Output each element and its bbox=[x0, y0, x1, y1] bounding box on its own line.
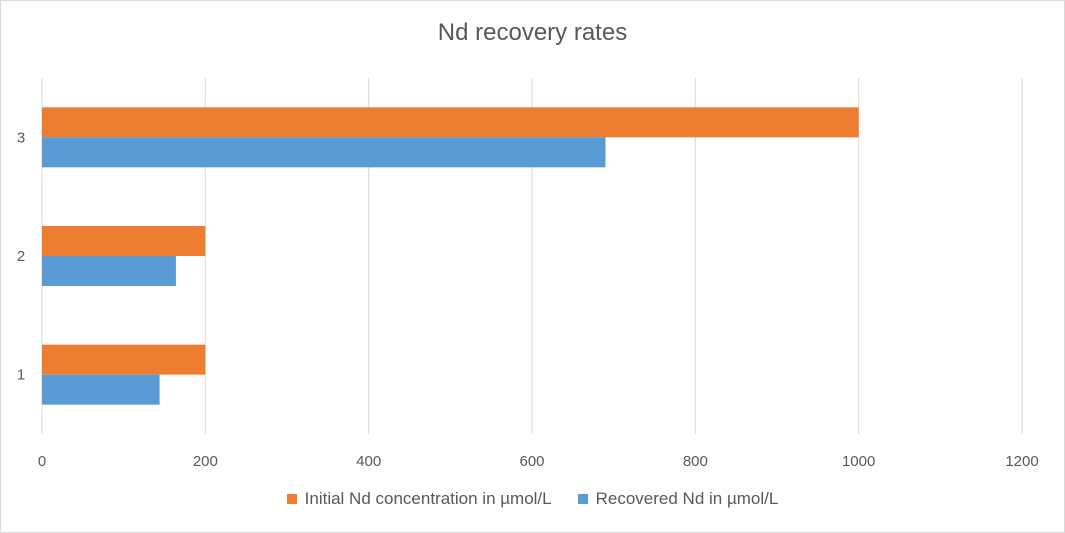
legend: Initial Nd concentration in µmol/L Recove… bbox=[1, 489, 1064, 509]
x-tick-label: 400 bbox=[356, 453, 381, 470]
plot-area: 0 200 400 600 800 1000 1200 1 2 3 bbox=[17, 78, 1039, 470]
bar-initial-3 bbox=[42, 107, 859, 138]
bar-recovered-2 bbox=[42, 256, 176, 286]
legend-label: Initial Nd concentration in µmol/L bbox=[304, 489, 552, 508]
x-tick-label: 0 bbox=[38, 453, 46, 470]
chart-title: Nd recovery rates bbox=[437, 19, 628, 46]
x-tick-label: 1000 bbox=[842, 453, 875, 470]
bar-initial-2 bbox=[42, 226, 206, 256]
legend-swatch bbox=[286, 494, 297, 504]
bar-initial-1 bbox=[42, 344, 206, 375]
legend-item: Recovered Nd in µmol/L bbox=[577, 489, 779, 509]
legend-label: Recovered Nd in µmol/L bbox=[595, 489, 779, 508]
legend-swatch bbox=[577, 494, 588, 504]
legend-item: Initial Nd concentration in µmol/L bbox=[286, 489, 552, 509]
y-tick-label: 3 bbox=[17, 129, 25, 146]
bar-recovered-1 bbox=[42, 374, 160, 405]
x-tick-label: 600 bbox=[519, 453, 544, 470]
x-tick-label: 1200 bbox=[1005, 453, 1038, 470]
x-tick-label: 200 bbox=[193, 453, 218, 470]
y-tick-label: 1 bbox=[17, 367, 25, 384]
x-tick-label: 800 bbox=[683, 453, 708, 470]
bar-recovered-3 bbox=[42, 137, 606, 168]
y-tick-label: 2 bbox=[17, 248, 25, 265]
